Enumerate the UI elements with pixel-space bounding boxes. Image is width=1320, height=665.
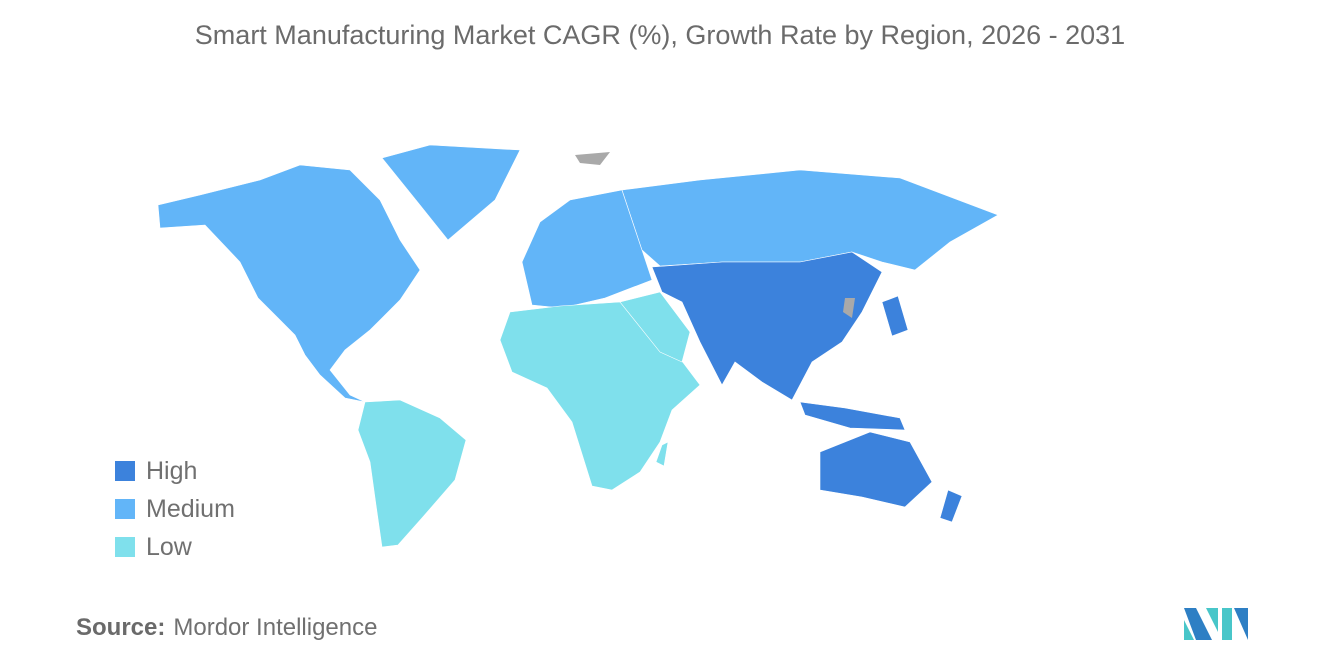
source-label: Source: <box>76 614 166 641</box>
region-south-america <box>357 399 467 548</box>
region-no-data-korea <box>843 298 855 318</box>
legend-swatch-low <box>115 537 135 557</box>
region-europe <box>521 189 653 309</box>
chart-title: Smart Manufacturing Market CAGR (%), Gro… <box>194 20 1126 50</box>
region-russia <box>621 169 999 271</box>
region-new-zealand <box>939 489 963 523</box>
region-asia <box>651 251 883 401</box>
region-australia <box>819 431 933 508</box>
legend-swatch-medium <box>115 499 135 519</box>
region-middle-east <box>619 291 691 363</box>
legend-item-medium: Medium <box>115 490 235 528</box>
legend: High Medium Low <box>115 452 235 566</box>
source-value: Mordor Intelligence <box>173 614 378 641</box>
region-se-asia-islands <box>799 401 906 431</box>
region-greenland <box>381 144 521 241</box>
region-madagascar <box>655 441 669 467</box>
legend-swatch-high <box>115 461 135 481</box>
mordor-logo <box>1184 608 1248 640</box>
legend-item-low: Low <box>115 528 235 566</box>
source: Source: Mordor Intelligence <box>76 614 377 642</box>
region-north-america <box>157 164 421 403</box>
region-japan <box>881 295 909 337</box>
legend-item-high: High <box>115 452 235 490</box>
region-no-data-svalbard <box>575 152 610 165</box>
